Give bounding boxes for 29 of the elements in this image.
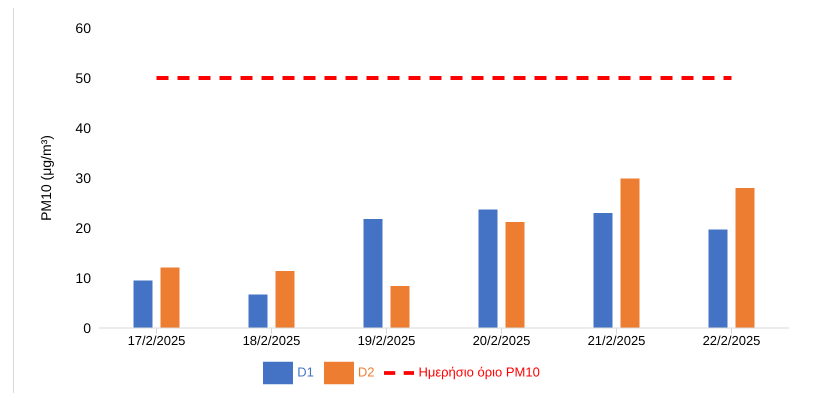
y-tick-label: 0: [83, 320, 92, 336]
x-tick-label: 18/2/2025: [242, 333, 300, 348]
y-tick-label: 50: [75, 70, 92, 86]
bar: [478, 210, 498, 328]
x-tick-label: 20/2/2025: [472, 333, 530, 348]
x-tick-label: 17/2/2025: [128, 333, 186, 348]
x-tick-label: 21/2/2025: [588, 333, 646, 348]
legend-label: Ημερήσιο όριο PM10: [418, 364, 540, 380]
bar: [736, 188, 754, 328]
bar: [708, 230, 728, 328]
bar: [276, 271, 294, 328]
y-tick-label: 30: [75, 170, 92, 186]
bar: [506, 222, 524, 328]
y-tick-label: 40: [75, 120, 92, 136]
x-tick-label: 22/2/2025: [702, 333, 760, 348]
legend-label: D1: [297, 364, 314, 380]
y-tick-label: 10: [75, 270, 92, 286]
x-tick-label: 19/2/2025: [358, 333, 416, 348]
bar: [364, 219, 382, 328]
bar: [160, 268, 180, 328]
bar: [620, 178, 640, 328]
bar: [248, 294, 268, 328]
bar: [594, 213, 612, 328]
legend-label: D2: [358, 364, 374, 380]
y-tick-label: 60: [75, 20, 92, 36]
y-tick-label: 20: [75, 220, 92, 236]
bar: [390, 286, 410, 328]
y-axis-title: PM10 (μg/m³): [38, 135, 54, 221]
bar: [134, 280, 152, 328]
